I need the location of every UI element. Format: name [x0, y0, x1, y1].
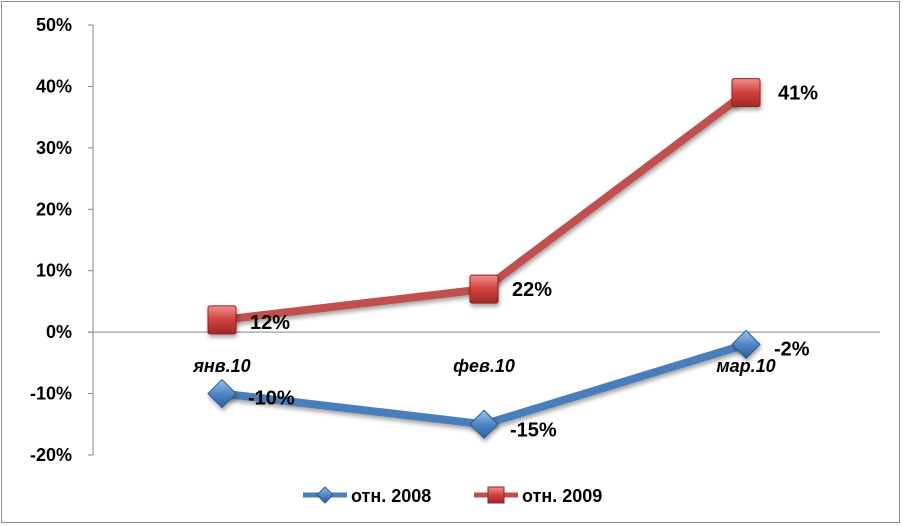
y-tick-label: 0% — [46, 322, 72, 342]
data-label: 41% — [778, 83, 818, 105]
y-tick-label: 10% — [36, 261, 72, 281]
data-label: -15% — [510, 419, 557, 441]
x-category-label: янв.10 — [192, 356, 250, 376]
data-marker-square — [731, 78, 761, 108]
y-tick-label: -10% — [30, 384, 72, 404]
legend-label: отн. 2008 — [351, 486, 431, 506]
y-tick-label: -20% — [30, 445, 72, 465]
legend-label: отн. 2009 — [522, 486, 602, 506]
x-category-label: фев.10 — [453, 356, 515, 376]
data-marker-diamond — [469, 409, 499, 439]
data-label: -2% — [774, 338, 810, 360]
y-tick-label: 50% — [36, 15, 72, 35]
legend-marker-square — [487, 486, 505, 504]
data-label: 12% — [250, 312, 290, 334]
x-category-label: мар.10 — [716, 356, 775, 376]
y-tick-label: 30% — [36, 138, 72, 158]
legend-marker-diamond — [316, 486, 334, 504]
data-label: 22% — [512, 279, 552, 301]
data-marker-diamond — [207, 378, 237, 409]
y-tick-label: 40% — [36, 76, 72, 96]
data-marker-diamond — [731, 329, 761, 360]
y-tick-label: 20% — [36, 199, 72, 219]
data-marker-square — [207, 305, 237, 335]
data-marker-square — [469, 274, 499, 304]
data-label: -10% — [248, 388, 295, 410]
